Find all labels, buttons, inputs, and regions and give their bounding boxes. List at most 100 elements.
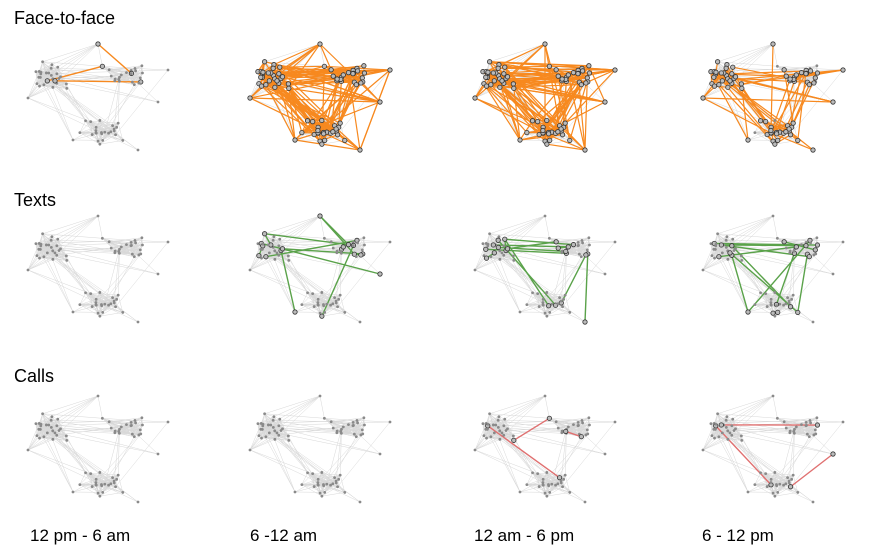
network-node [316, 301, 320, 304]
network-node [136, 148, 140, 152]
network-node [336, 305, 339, 309]
network-node [495, 65, 501, 71]
network-panel [700, 41, 846, 153]
network-node [581, 241, 584, 245]
network-node [100, 132, 104, 136]
network-node [331, 246, 335, 250]
network-node [96, 139, 100, 143]
background-edge [96, 127, 115, 132]
network-node [261, 242, 265, 246]
network-node [568, 311, 572, 314]
network-node [810, 147, 816, 153]
network-node [26, 268, 30, 272]
background-edge [51, 43, 99, 65]
network-node [504, 74, 511, 80]
background-edge [249, 269, 313, 294]
network-node [536, 292, 540, 296]
network-node [111, 124, 114, 128]
active-edge [338, 81, 355, 128]
background-edge [95, 127, 117, 131]
background-edge [27, 87, 53, 99]
background-edge [91, 134, 101, 145]
network-node [334, 299, 338, 303]
network-node [541, 301, 545, 304]
network-node [500, 251, 504, 255]
network-node [273, 257, 277, 261]
network-node [487, 59, 493, 65]
network-node [37, 247, 41, 251]
active-edge [584, 253, 589, 323]
network-node [113, 77, 117, 81]
network-node [563, 293, 567, 297]
network-node [78, 303, 82, 307]
network-node [103, 302, 107, 306]
network-node [543, 214, 547, 218]
network-node [544, 117, 550, 124]
network-node [59, 75, 62, 79]
network-node [260, 256, 263, 260]
network-node [485, 69, 491, 75]
network-node [337, 297, 341, 301]
network-node [546, 63, 552, 69]
network-node [267, 251, 271, 255]
network-node [136, 320, 140, 324]
background-edge [264, 43, 321, 62]
network-node [38, 84, 41, 88]
background-edge [319, 43, 325, 67]
active-edge [274, 78, 338, 88]
network-node [360, 248, 364, 252]
network-node [570, 70, 577, 76]
network-node [319, 313, 325, 319]
network-node [116, 293, 120, 297]
network-node [248, 268, 252, 272]
network-node [44, 243, 48, 247]
background-edge [115, 69, 169, 135]
background-edge [772, 43, 778, 67]
network-node [525, 303, 529, 307]
network-node [317, 41, 323, 47]
network-node [130, 80, 134, 84]
network-node [112, 127, 116, 131]
network-node [529, 118, 536, 124]
row-label-texts: Texts [14, 190, 57, 210]
active-edge [331, 69, 354, 71]
network-node [783, 73, 789, 79]
network-node [377, 99, 383, 105]
network-node [89, 120, 93, 124]
network-node [473, 268, 477, 272]
background-edge [47, 80, 115, 130]
network-node [320, 291, 324, 294]
network-node [840, 67, 846, 73]
network-node [321, 63, 327, 69]
network-node [563, 248, 569, 255]
network-node [603, 272, 607, 276]
network-panel [26, 214, 170, 324]
network-node [357, 147, 363, 153]
network-node [90, 133, 94, 136]
network-node [342, 137, 348, 144]
network-node [71, 310, 75, 314]
network-node [272, 84, 278, 90]
network-node [354, 68, 361, 74]
network-node [727, 78, 733, 84]
active-edge [273, 43, 321, 66]
network-node [787, 76, 793, 82]
network-node [259, 247, 263, 251]
network-node [125, 71, 128, 75]
background-edge [40, 73, 74, 141]
network-node [541, 297, 545, 301]
background-edge [102, 66, 119, 80]
network-node [807, 68, 814, 74]
network-node [739, 85, 745, 91]
background-edge [109, 68, 135, 70]
network-node [107, 68, 111, 72]
network-node [319, 141, 325, 147]
network-node [361, 63, 367, 69]
network-node [495, 237, 501, 243]
network-node [354, 255, 358, 259]
background-edge [52, 75, 112, 80]
network-node [65, 86, 69, 90]
network-node [612, 67, 618, 73]
background-edge [113, 77, 120, 129]
background-edge [27, 97, 139, 151]
